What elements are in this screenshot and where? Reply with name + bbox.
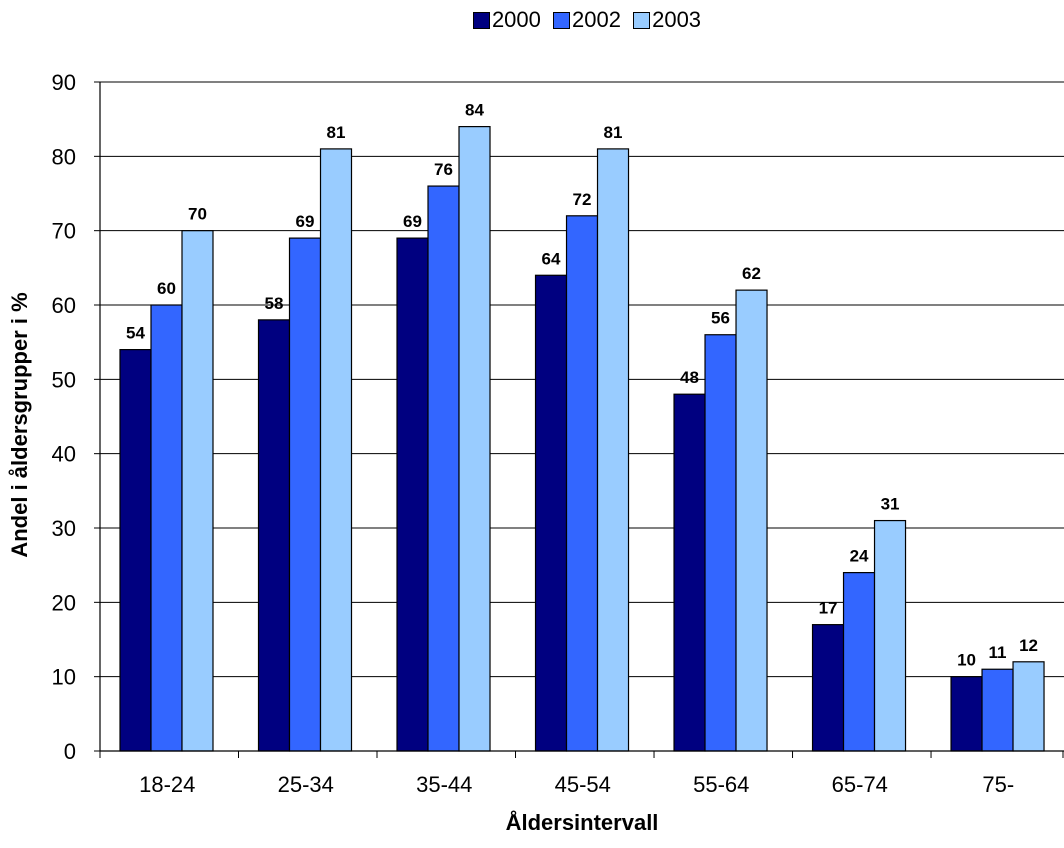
bar — [596, 148, 630, 752]
bar — [288, 237, 322, 752]
data-label: 58 — [265, 294, 284, 313]
data-label: 72 — [573, 190, 592, 209]
bar — [427, 185, 460, 752]
x-tick-label: 55-64 — [693, 772, 749, 797]
bar — [842, 571, 876, 752]
y-tick-label: 50 — [52, 367, 76, 392]
legend-label-2003: 2003 — [652, 7, 702, 32]
y-tick-label: 40 — [52, 442, 76, 467]
bar — [981, 668, 1014, 752]
legend-label-2000: 2000 — [491, 7, 541, 32]
x-tick-label: 65-74 — [832, 772, 888, 797]
data-label: 81 — [327, 123, 346, 142]
data-label: 69 — [296, 212, 315, 231]
y-tick-label: 0 — [64, 739, 76, 764]
data-label: 48 — [680, 368, 699, 387]
x-tick-label: 75- — [982, 772, 1014, 797]
data-label: 64 — [542, 249, 561, 268]
bar — [704, 334, 737, 752]
bar — [950, 676, 983, 752]
data-label: 10 — [957, 651, 976, 670]
data-label: 17 — [819, 599, 838, 618]
bar — [673, 393, 706, 752]
data-label: 11 — [989, 643, 1007, 662]
data-label: 76 — [434, 160, 453, 179]
x-tick-label: 25-34 — [278, 772, 334, 797]
bar — [565, 215, 599, 752]
y-tick-label: 80 — [52, 144, 76, 169]
data-label: 70 — [188, 205, 207, 224]
y-tick-label: 20 — [52, 590, 76, 615]
x-axis-title: Åldersintervall — [505, 810, 659, 835]
bar — [458, 125, 491, 752]
data-label: 54 — [126, 324, 145, 343]
bar — [811, 624, 845, 752]
bar — [534, 274, 568, 752]
y-tick-label: 60 — [52, 293, 76, 318]
bar — [396, 237, 429, 752]
data-label: 31 — [881, 495, 900, 514]
legend-swatch-2002 — [553, 11, 571, 29]
x-tick-label: 18-24 — [139, 772, 195, 797]
bar — [319, 148, 353, 752]
data-label: 60 — [157, 279, 176, 298]
y-tick-label: 90 — [52, 70, 76, 95]
bar — [1012, 661, 1045, 752]
legend: 2000 2002 2003 — [0, 7, 1064, 35]
legend-swatch-2000 — [472, 11, 490, 29]
bar — [119, 349, 152, 752]
data-label: 84 — [465, 101, 484, 120]
y-tick-label: 10 — [52, 665, 76, 690]
bar — [873, 519, 907, 752]
data-label: 69 — [403, 212, 422, 231]
bar — [181, 230, 214, 752]
data-label: 12 — [1019, 636, 1038, 655]
legend-label-2002: 2002 — [572, 7, 621, 32]
legend-item-2003: 2003 — [633, 7, 701, 33]
legend-item-2002: 2002 — [553, 7, 621, 33]
legend-item-2000: 2000 — [472, 7, 541, 33]
y-axis-title: Andel i åldersgrupper i % — [7, 292, 32, 558]
data-label: 56 — [711, 309, 730, 328]
y-tick-label: 30 — [52, 516, 76, 541]
x-tick-label: 35-44 — [416, 772, 472, 797]
data-label: 24 — [850, 547, 869, 566]
data-label: 62 — [742, 264, 761, 283]
bar — [735, 289, 768, 752]
legend-swatch-2003 — [633, 11, 651, 29]
bar — [150, 304, 183, 752]
bar — [257, 319, 291, 752]
data-label: 81 — [604, 123, 623, 142]
y-tick-label: 70 — [52, 219, 76, 244]
x-tick-label: 45-54 — [555, 772, 611, 797]
